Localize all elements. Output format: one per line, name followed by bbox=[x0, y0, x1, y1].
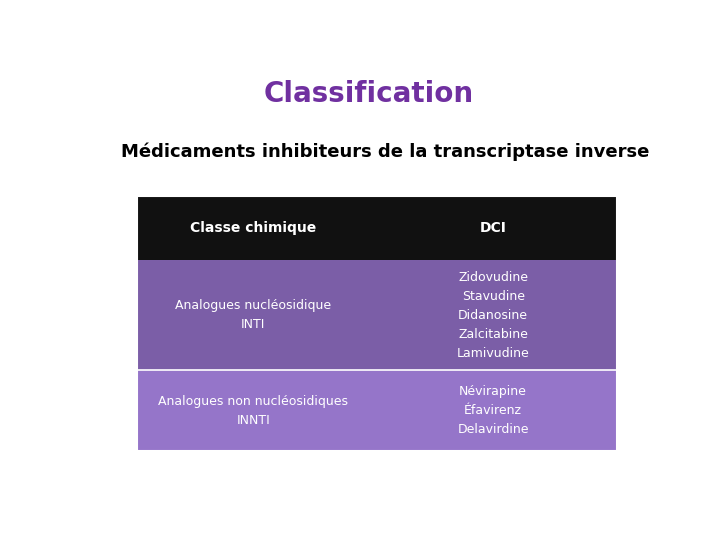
Text: Analogues nucléosidique
INTI: Analogues nucléosidique INTI bbox=[175, 299, 331, 332]
Text: Névirapine
Éfavirenz
Delavirdine: Névirapine Éfavirenz Delavirdine bbox=[457, 386, 529, 436]
Text: Médicaments inhibiteurs de la transcriptase inverse: Médicaments inhibiteurs de la transcript… bbox=[121, 143, 649, 161]
Text: Classification: Classification bbox=[264, 80, 474, 108]
FancyBboxPatch shape bbox=[138, 196, 617, 260]
FancyBboxPatch shape bbox=[138, 370, 617, 451]
Text: Analogues non nucléosidiques
INNTI: Analogues non nucléosidiques INNTI bbox=[158, 395, 348, 427]
FancyBboxPatch shape bbox=[138, 260, 617, 370]
Text: DCI: DCI bbox=[480, 221, 507, 235]
Text: Zidovudine
Stavudine
Didanosine
Zalcitabine
Lamivudine: Zidovudine Stavudine Didanosine Zalcitab… bbox=[456, 271, 529, 360]
Text: Classe chimique: Classe chimique bbox=[190, 221, 316, 235]
